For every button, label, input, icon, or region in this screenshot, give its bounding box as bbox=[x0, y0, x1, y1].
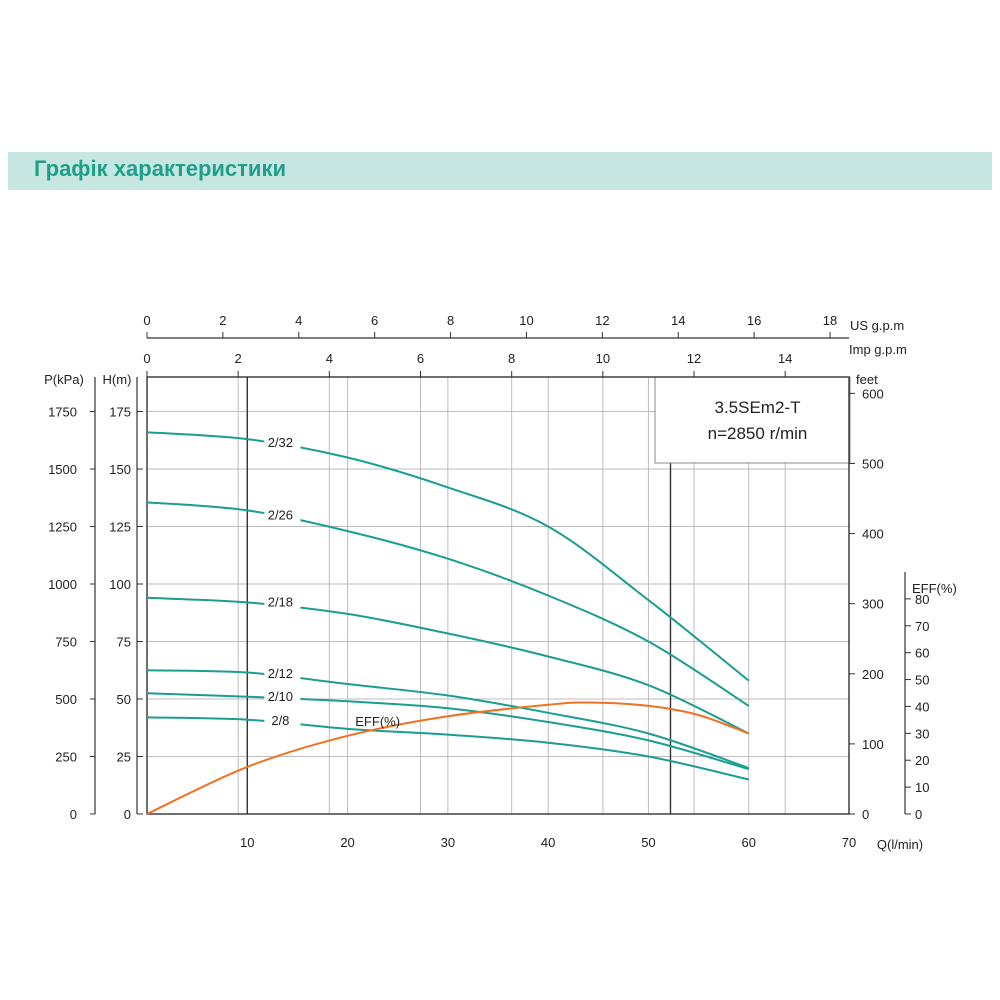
model-speed: n=2850 r/min bbox=[708, 424, 808, 443]
head-curve-2-26 bbox=[146, 501, 750, 707]
us-gpm-tick-label: 10 bbox=[519, 313, 533, 328]
curve-label: 2/12 bbox=[268, 666, 293, 681]
curve-label: 2/8 bbox=[271, 713, 289, 728]
feet-tick-label: 500 bbox=[862, 456, 884, 471]
page-title: Графік характеристики bbox=[34, 156, 286, 181]
feet-tick-label: 400 bbox=[862, 527, 884, 542]
pressure-tick-label: 750 bbox=[55, 635, 77, 650]
us-gpm-tick-label: 8 bbox=[447, 313, 454, 328]
head-tick-label: 0 bbox=[124, 807, 131, 822]
feet-tick-label: 100 bbox=[862, 737, 884, 752]
eff-tick-label: 80 bbox=[915, 592, 929, 607]
head-tick-label: 75 bbox=[117, 635, 131, 650]
us-gpm-tick-label: 6 bbox=[371, 313, 378, 328]
us-gpm-tick-label: 16 bbox=[747, 313, 761, 328]
imp-gpm-tick-label: 14 bbox=[778, 351, 792, 366]
curve-label: 2/32 bbox=[268, 435, 293, 450]
pressure-tick-label: 500 bbox=[55, 692, 77, 707]
curve-label: 2/18 bbox=[268, 595, 293, 610]
pressure-tick-label: 1250 bbox=[48, 520, 77, 535]
us-gpm-tick-label: 0 bbox=[143, 313, 150, 328]
x-tick-label: 60 bbox=[741, 835, 755, 850]
pressure-tick-label: 1500 bbox=[48, 462, 77, 477]
head-tick-label: 175 bbox=[109, 405, 131, 420]
x-tick-label: 10 bbox=[240, 835, 254, 850]
efficiency-label: EFF(%) bbox=[355, 714, 400, 729]
feet-axis-label: feet bbox=[856, 372, 878, 387]
us-gpm-tick-label: 4 bbox=[295, 313, 302, 328]
curve-label-bg bbox=[264, 666, 301, 680]
feet-tick-label: 300 bbox=[862, 597, 884, 612]
us-gpm-tick-label: 2 bbox=[219, 313, 226, 328]
imp-gpm-tick-label: 12 bbox=[687, 351, 701, 366]
eff-tick-label: 0 bbox=[915, 807, 922, 822]
curve-label-bg bbox=[264, 689, 301, 703]
x-tick-label: 40 bbox=[541, 835, 555, 850]
pressure-axis-label: P(kPa) bbox=[44, 372, 84, 387]
x-tick-label: 20 bbox=[340, 835, 354, 850]
eff-tick-label: 40 bbox=[915, 699, 929, 714]
us-gpm-tick-label: 12 bbox=[595, 313, 609, 328]
eff-tick-label: 30 bbox=[915, 726, 929, 741]
curve-label-bg bbox=[264, 507, 301, 522]
feet-tick-label: 200 bbox=[862, 667, 884, 682]
head-tick-label: 25 bbox=[117, 750, 131, 765]
eff-axis-label: EFF(%) bbox=[912, 581, 957, 596]
x-tick-label: 30 bbox=[441, 835, 455, 850]
model-name: 3.5SEm2-T bbox=[715, 398, 801, 417]
curve-label-bg bbox=[264, 594, 301, 609]
imp-gpm-tick-label: 0 bbox=[143, 351, 150, 366]
pressure-tick-label: 1000 bbox=[48, 577, 77, 592]
imp-gpm-tick-label: 2 bbox=[235, 351, 242, 366]
head-tick-label: 100 bbox=[109, 577, 131, 592]
feet-tick-label: 600 bbox=[862, 386, 884, 401]
curve-label-bg bbox=[264, 713, 301, 728]
us-gpm-tick-label: 18 bbox=[823, 313, 837, 328]
curve-label: 2/26 bbox=[268, 507, 293, 522]
head-tick-label: 125 bbox=[109, 520, 131, 535]
title-banner: Графік характеристики bbox=[8, 152, 992, 190]
imp-gpm-tick-label: 10 bbox=[596, 351, 610, 366]
feet-tick-label: 0 bbox=[862, 807, 869, 822]
eff-tick-label: 20 bbox=[915, 753, 929, 768]
pressure-tick-label: 1750 bbox=[48, 405, 77, 420]
head-curve-2-18 bbox=[146, 596, 750, 735]
x-tick-label: 70 bbox=[842, 835, 856, 850]
head-curve-2-8 bbox=[146, 716, 749, 781]
imp-gpm-tick-label: 4 bbox=[326, 351, 333, 366]
head-curve-2-32 bbox=[146, 431, 750, 682]
x-tick-label: 50 bbox=[641, 835, 655, 850]
imp-gpm-axis-label: Imp g.p.m bbox=[849, 342, 907, 357]
head-tick-label: 150 bbox=[109, 462, 131, 477]
eff-tick-label: 70 bbox=[915, 619, 929, 634]
us-gpm-axis-label: US g.p.m bbox=[850, 318, 904, 333]
head-axis-label: H(m) bbox=[103, 372, 132, 387]
eff-tick-label: 50 bbox=[915, 673, 929, 688]
pressure-tick-label: 0 bbox=[70, 807, 77, 822]
eff-tick-label: 10 bbox=[915, 780, 929, 795]
curve-label-bg bbox=[264, 434, 301, 449]
eff-tick-label: 60 bbox=[915, 646, 929, 661]
us-gpm-tick-label: 14 bbox=[671, 313, 685, 328]
plot-border bbox=[146, 376, 850, 815]
head-curve-2-12 bbox=[146, 669, 750, 769]
pressure-tick-label: 250 bbox=[55, 750, 77, 765]
imp-gpm-tick-label: 8 bbox=[508, 351, 515, 366]
head-curve-2-10 bbox=[146, 692, 749, 771]
x-axis-label: Q(l/min) bbox=[877, 837, 923, 852]
curve-label: 2/10 bbox=[268, 689, 293, 704]
model-box bbox=[654, 376, 851, 464]
imp-gpm-tick-label: 6 bbox=[417, 351, 424, 366]
head-tick-label: 50 bbox=[117, 692, 131, 707]
efficiency-curve bbox=[146, 701, 750, 815]
